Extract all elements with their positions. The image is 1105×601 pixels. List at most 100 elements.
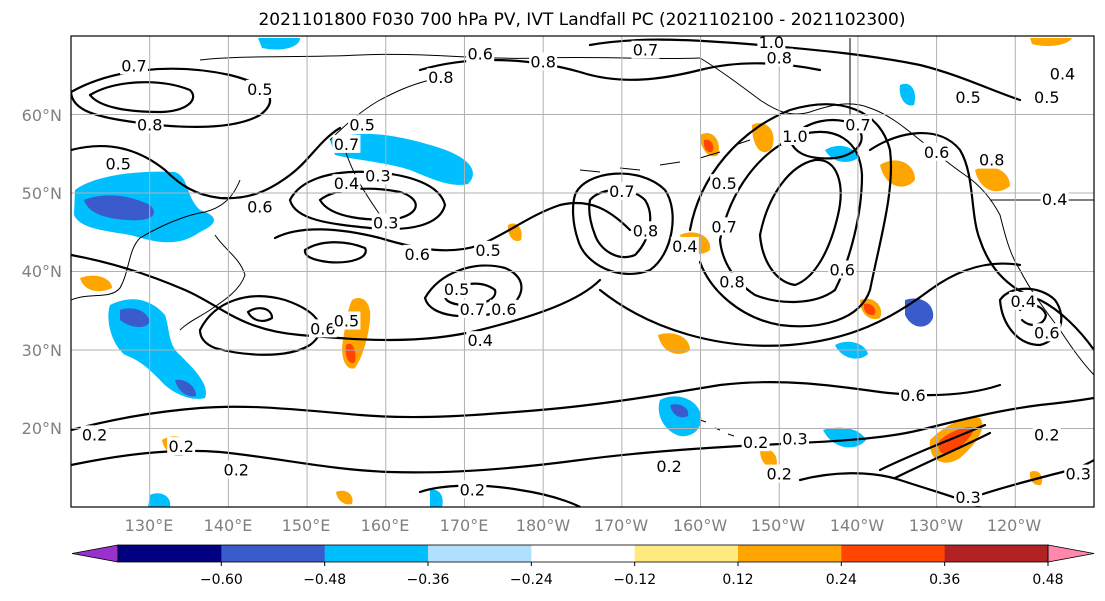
contour-label: 0.4	[672, 237, 697, 256]
colorbar-segment	[221, 545, 326, 562]
figure-title: 2021101800 F030 700 hPa PV, IVT Landfall…	[258, 10, 905, 30]
contour-label: 0.5	[105, 155, 130, 174]
contour-label: 0.2	[82, 425, 107, 444]
negative-anomaly-region	[430, 489, 443, 507]
contour-label: 0.5	[475, 241, 500, 260]
colorbar-segment	[118, 545, 222, 562]
lon-label-130w: 130°W	[909, 516, 964, 535]
lon-label-150w: 150°W	[751, 516, 806, 535]
positive-anomaly-region	[703, 139, 714, 153]
pv-contour-line	[71, 396, 1094, 474]
contour-label: 0.5	[711, 174, 736, 193]
contour-label: 0.5	[349, 115, 374, 134]
contour-label: 0.7	[460, 300, 485, 319]
negative-anomaly-region	[823, 427, 866, 448]
contour-label-background	[780, 429, 809, 448]
pv-contour-line	[878, 423, 987, 472]
contour-label: 0.2	[460, 480, 485, 499]
latitude-axis: 60°N 50°N 40°N 30°N 20°N	[22, 106, 62, 438]
contour-label-background	[1064, 464, 1093, 483]
contour-label-background	[718, 272, 747, 291]
contour-label-layer: 0.70.80.50.50.60.70.50.30.40.30.80.6 0.80…	[80, 36, 1093, 507]
coastline-east-asia	[71, 179, 241, 301]
colorbar-segment	[634, 545, 739, 562]
map-frame-border	[70, 35, 1095, 508]
contour-label: 0.7	[633, 41, 658, 60]
contour-label: 0.2	[743, 433, 768, 452]
contour-label: 0.3	[782, 429, 807, 448]
positive-anomaly-region	[658, 333, 690, 354]
contour-label: 0.4	[334, 174, 359, 193]
colorbar-segment	[841, 545, 946, 562]
lon-label-170w: 170°W	[594, 516, 649, 535]
lon-label-140e: 140°E	[204, 516, 253, 535]
contour-label: 0.4	[1010, 292, 1035, 311]
contour-label-background	[710, 217, 739, 236]
contour-label-background	[489, 299, 518, 318]
contour-label: 0.6	[900, 386, 925, 405]
contour-label-background	[1032, 87, 1061, 106]
coastline-north-america	[964, 174, 1094, 376]
lon-label-140w: 140°W	[830, 516, 885, 535]
contour-label: 0.6	[829, 261, 854, 280]
positive-anomaly-region	[760, 449, 777, 469]
contour-label: 0.8	[719, 272, 744, 291]
contour-label-background	[458, 299, 487, 318]
contour-label: 0.2	[1034, 425, 1059, 444]
contour-label-background	[655, 456, 684, 475]
positive-anomaly-region	[345, 343, 356, 364]
pv-contour-line	[303, 241, 367, 264]
lon-label-150e: 150°E	[282, 516, 331, 535]
contour-label: 0.8	[979, 151, 1004, 170]
pv-contour-line	[71, 126, 342, 200]
colorbar-tick-label: 0.48	[1032, 572, 1063, 588]
positive-anomaly-region	[1030, 38, 1072, 46]
contour-label-background	[828, 260, 857, 279]
lat-label-50n: 50°N	[22, 184, 62, 203]
pv-contour-line	[868, 131, 1094, 352]
contour-label-background	[135, 115, 164, 134]
contour-label: 0.6	[247, 198, 272, 217]
pv-contour-line	[893, 431, 992, 480]
contour-label-background	[363, 166, 392, 185]
negative-anomaly-region	[120, 308, 150, 328]
colorbar-border	[117, 544, 1049, 563]
contour-label: 0.5	[444, 280, 469, 299]
contour-label-background	[371, 213, 400, 232]
lon-label-170e: 170°E	[440, 516, 489, 535]
pv-contour-line	[718, 130, 864, 303]
contour-label-background	[332, 134, 361, 153]
contour-label: 0.3	[365, 166, 390, 185]
colorbar-tick-label: −0.60	[200, 572, 243, 588]
contour-label-background	[474, 240, 503, 259]
pv-contour-line	[418, 484, 582, 507]
contour-label: 0.5	[1034, 88, 1059, 107]
pv-contour-line	[71, 381, 1002, 432]
negative-anomaly-region	[330, 133, 473, 185]
lat-label-40n: 40°N	[22, 262, 62, 281]
contour-label: 0.6	[924, 143, 949, 162]
longitude-axis: 130°E 140°E 150°E 160°E 170°E 180°W 170°…	[125, 516, 1042, 535]
contour-label-background	[119, 56, 148, 75]
positive-anomaly-region	[80, 275, 112, 292]
contour-label: 0.3	[1066, 465, 1091, 484]
contour-label-background	[442, 280, 471, 299]
contour-label-background	[1032, 323, 1061, 342]
contour-label: 0.6	[491, 300, 516, 319]
colorbar: −0.60 −0.48 −0.36 −0.24 −0.12 0.12 0.24 0.36 0.4…	[71, 544, 1095, 588]
contour-label-background	[1048, 64, 1077, 83]
contour-label: 0.2	[224, 461, 249, 480]
positive-anomaly-region	[975, 166, 1010, 192]
positive-anomaly-region	[336, 490, 353, 505]
colorbar-tick-label: 0.24	[826, 572, 857, 588]
contour-label-background	[332, 174, 361, 193]
contour-label-background	[245, 197, 274, 216]
lon-label-160w: 160°W	[673, 516, 728, 535]
contour-label: 0.8	[633, 221, 658, 240]
contour-label-background	[222, 460, 251, 479]
pv-contour-line	[71, 253, 602, 342]
negative-anomaly-region	[670, 404, 689, 418]
contour-label-background	[466, 331, 495, 350]
contour-label-background	[765, 464, 794, 483]
